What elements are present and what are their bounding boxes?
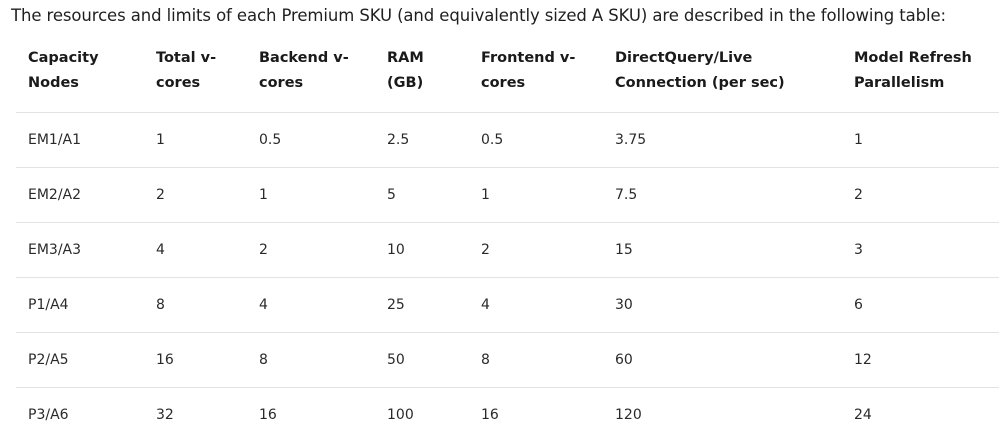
- table-cell: 3.75: [603, 113, 842, 168]
- table-cell: 16: [469, 388, 603, 442]
- intro-text: The resources and limits of each Premium…: [11, 6, 946, 25]
- table-cell: 4: [469, 278, 603, 333]
- table-cell: 3: [842, 223, 999, 278]
- table-cell: 1: [247, 168, 375, 223]
- table-cell: 10: [375, 223, 469, 278]
- table-row: P1/A4 8 4 25 4 30 6: [16, 278, 999, 333]
- table-cell: 1: [144, 113, 247, 168]
- table-row: P2/A5 16 8 50 8 60 12: [16, 333, 999, 388]
- table-cell: 16: [144, 333, 247, 388]
- table-cell: P1/A4: [16, 278, 144, 333]
- table-cell: 5: [375, 168, 469, 223]
- table-cell: 2: [469, 223, 603, 278]
- table-cell: 100: [375, 388, 469, 442]
- table-cell: 1: [469, 168, 603, 223]
- table-cell: 1: [842, 113, 999, 168]
- table-cell: 0.5: [247, 113, 375, 168]
- table-cell: 12: [842, 333, 999, 388]
- table-row: EM2/A2 2 1 5 1 7.5 2: [16, 168, 999, 223]
- table-cell: 50: [375, 333, 469, 388]
- table-cell: 2: [842, 168, 999, 223]
- table-cell: 4: [247, 278, 375, 333]
- table-cell: 7.5: [603, 168, 842, 223]
- table-cell: 2: [247, 223, 375, 278]
- table-cell: EM2/A2: [16, 168, 144, 223]
- table-cell: 24: [842, 388, 999, 442]
- table-row: EM1/A1 1 0.5 2.5 0.5 3.75 1: [16, 113, 999, 168]
- table-cell: 4: [144, 223, 247, 278]
- table-cell: EM1/A1: [16, 113, 144, 168]
- table-cell: P3/A6: [16, 388, 144, 442]
- table-cell: 15: [603, 223, 842, 278]
- table-cell: 25: [375, 278, 469, 333]
- table-row: EM3/A3 4 2 10 2 15 3: [16, 223, 999, 278]
- table-cell: P2/A5: [16, 333, 144, 388]
- column-header-total-vcores: Total v-cores: [144, 40, 247, 113]
- column-header-backend-vcores: Backend v-cores: [247, 40, 375, 113]
- table-cell: 0.5: [469, 113, 603, 168]
- table-row: P3/A6 32 16 100 16 120 24: [16, 388, 999, 442]
- table-cell: 32: [144, 388, 247, 442]
- table-cell: 6: [842, 278, 999, 333]
- column-header-frontend-vcores: Frontend v-cores: [469, 40, 603, 113]
- column-header-ram: RAM(GB): [375, 40, 469, 113]
- table-cell: 2: [144, 168, 247, 223]
- table-cell: EM3/A3: [16, 223, 144, 278]
- table-cell: 60: [603, 333, 842, 388]
- table-cell: 8: [144, 278, 247, 333]
- table-cell: 120: [603, 388, 842, 442]
- table-cell: 16: [247, 388, 375, 442]
- table-cell: 2.5: [375, 113, 469, 168]
- table-cell: 30: [603, 278, 842, 333]
- table-cell: 8: [247, 333, 375, 388]
- table-cell: 8: [469, 333, 603, 388]
